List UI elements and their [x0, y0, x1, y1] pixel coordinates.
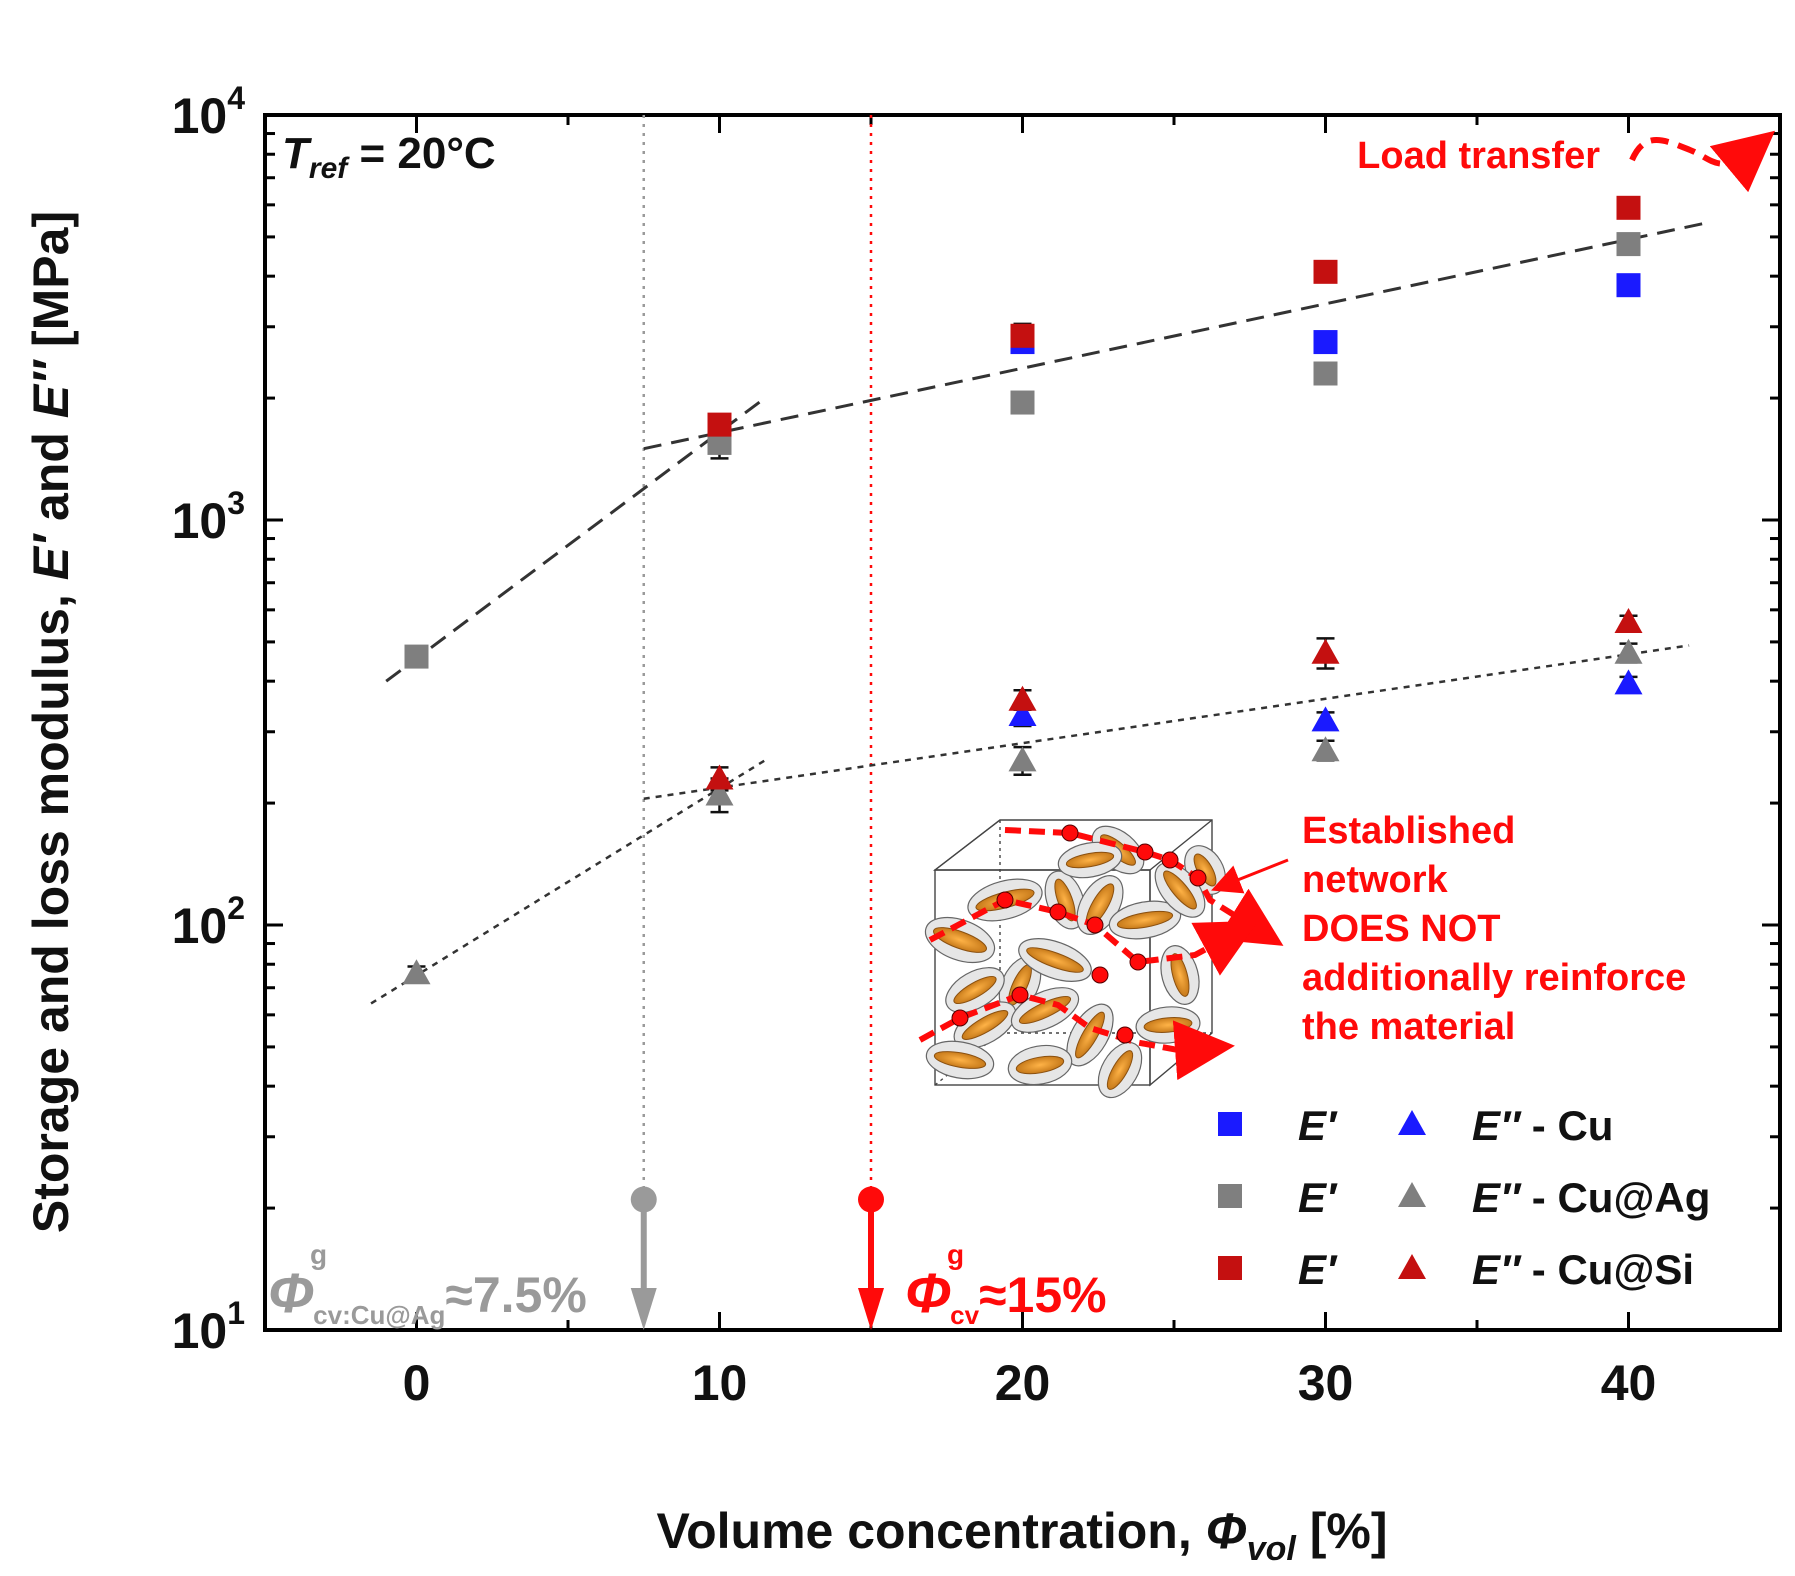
legend-square	[1218, 1256, 1242, 1280]
network-particle	[1057, 841, 1123, 879]
marker-square	[707, 412, 732, 437]
legend-triangle-label: E″ - Cu@Si	[1472, 1246, 1694, 1293]
marker-square	[404, 644, 429, 669]
network-line-4: additionally reinforce	[1302, 957, 1686, 999]
legend-triangle-label: E″ - Cu@Ag	[1472, 1174, 1710, 1221]
marker-triangle	[1008, 701, 1037, 727]
y-tick-label: 102	[172, 890, 245, 954]
threshold-arrow-head	[858, 1288, 884, 1330]
legend-square-label: E′	[1298, 1174, 1338, 1221]
marker-square	[1313, 259, 1338, 284]
trend-line	[385, 396, 766, 683]
network-particle	[1108, 900, 1182, 940]
marker-triangle	[1311, 736, 1340, 762]
network-particle	[1135, 1006, 1201, 1044]
legend-square-label: E′	[1298, 1246, 1338, 1293]
legend-triangle	[1398, 1110, 1426, 1135]
legend-triangle	[1398, 1254, 1426, 1279]
network-annotation: Established network DOES NOT additionall…	[1302, 810, 1697, 1048]
trend-line	[643, 221, 1705, 451]
legend: E′ E″ - Cu E′ E″ - Cu@Ag E′ E″ - Cu@Si	[1218, 1102, 1710, 1293]
marker-triangle	[1008, 685, 1037, 711]
marker-triangle	[1614, 607, 1643, 633]
legend-triangle-label: E″ - Cu	[1472, 1102, 1613, 1149]
legend-square	[1218, 1184, 1242, 1208]
marker-triangle	[1614, 638, 1643, 664]
data-markers	[402, 195, 1643, 985]
marker-triangle	[1311, 638, 1340, 664]
marker-square	[1616, 232, 1641, 257]
marker-triangle	[705, 764, 734, 790]
load-transfer-arrow	[1629, 130, 1776, 193]
x-tick-label: 10	[692, 1355, 748, 1411]
network-particle	[924, 916, 996, 964]
axis-tick-labels: 0 10 20 30 40 101 102 103 104	[172, 80, 1657, 1411]
trend-line	[370, 759, 766, 1005]
marker-triangle	[1008, 746, 1037, 772]
network-particle	[1066, 1003, 1114, 1067]
marker-square	[1313, 361, 1338, 386]
marker-square	[1010, 323, 1035, 348]
legend-triangle	[1398, 1182, 1426, 1207]
legend-square-label: E′	[1298, 1102, 1338, 1149]
legend-square	[1218, 1112, 1242, 1136]
threshold-lines	[630, 115, 884, 1330]
marker-triangle	[705, 780, 734, 806]
marker-square	[1313, 330, 1338, 355]
network-particle	[1018, 938, 1092, 982]
axis-ticks	[263, 113, 1782, 1332]
y-tick-label: 101	[172, 1295, 245, 1359]
network-inset-illustration	[918, 819, 1289, 1099]
marker-triangle	[1311, 706, 1340, 732]
load-transfer-label: Load transfer	[1357, 135, 1600, 177]
reference-temperature: Tref = 20°C	[282, 129, 496, 185]
marker-triangle	[1614, 669, 1643, 695]
x-tick-label: 20	[995, 1355, 1051, 1411]
y-tick-label: 104	[172, 80, 246, 144]
threshold-label-cu-ag: Φg cv:Cu@Ag≈7.5%	[268, 1239, 587, 1330]
network-particle	[925, 1040, 995, 1080]
marker-square	[1616, 273, 1641, 298]
network-line-2: network	[1302, 859, 1449, 901]
x-tick-label: 40	[1601, 1355, 1657, 1411]
network-line-3: DOES NOT	[1302, 908, 1500, 950]
threshold-label-cv: Φg cv≈15%	[905, 1239, 1107, 1330]
marker-triangle	[402, 959, 431, 985]
network-particle	[945, 967, 1005, 1013]
marker-square	[1616, 195, 1641, 220]
threshold-arrow-head	[630, 1288, 657, 1330]
network-particle	[1097, 1041, 1143, 1099]
network-line-5: the material	[1302, 1006, 1515, 1048]
y-axis-title: Storage and loss modulus, E′ and E″ [MPa…	[23, 211, 79, 1233]
marker-square	[1010, 390, 1035, 415]
x-tick-label: 30	[1298, 1355, 1354, 1411]
trend-lines	[370, 221, 1705, 1005]
x-tick-label: 0	[403, 1355, 431, 1411]
y-tick-label: 103	[172, 485, 245, 549]
trend-line	[643, 644, 1690, 800]
network-particle	[1007, 1044, 1073, 1086]
network-line-1: Established	[1302, 810, 1515, 852]
x-axis-title: Volume concentration, Φvol [%]	[656, 1503, 1387, 1568]
